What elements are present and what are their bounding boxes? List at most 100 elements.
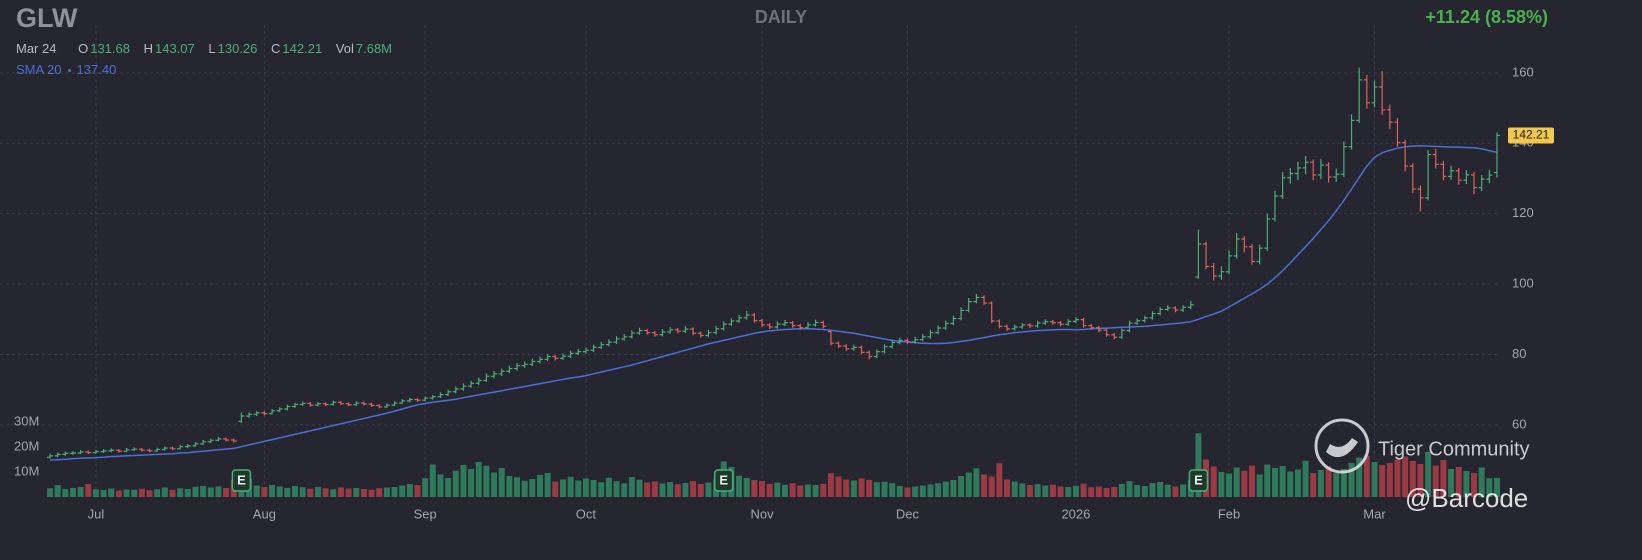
volume-bar xyxy=(47,488,53,497)
ohlc-bar xyxy=(1340,141,1347,178)
volume-bar xyxy=(827,473,834,497)
ohlc-bar xyxy=(1042,319,1049,325)
ohlc-bar xyxy=(1463,170,1470,185)
ohlc-bar xyxy=(154,447,161,452)
volume-bar xyxy=(1310,473,1317,497)
ohlc-bar xyxy=(1279,172,1286,199)
ohlc-bar xyxy=(843,344,850,351)
ohlc-bar xyxy=(337,400,344,406)
ohlc-bar xyxy=(47,453,53,459)
ohlc-bar xyxy=(1004,324,1011,331)
close-value: 142.21 xyxy=(282,41,323,56)
volume-bar xyxy=(69,488,76,497)
volume-bar xyxy=(858,478,865,497)
ohlc-bar xyxy=(613,336,620,344)
volume-bar xyxy=(299,487,306,497)
ohlc-bar xyxy=(115,449,122,453)
ohlc-bar xyxy=(621,334,628,341)
volume-bar xyxy=(1157,482,1164,497)
volume-bar xyxy=(1034,484,1041,497)
ohlc-bar xyxy=(391,401,398,407)
ohlc-bar xyxy=(360,401,367,406)
volume-bar xyxy=(582,478,589,497)
volume-bar xyxy=(1379,465,1386,497)
ohlc-bar xyxy=(1034,320,1041,328)
volume-bar xyxy=(751,480,758,497)
volume-bar xyxy=(1042,485,1049,497)
volume-bar xyxy=(835,476,842,497)
ohlc-bar xyxy=(996,319,1003,329)
ohlc-bar xyxy=(1149,311,1156,320)
volume-bar xyxy=(965,472,972,497)
ohlc-bar xyxy=(1126,320,1133,333)
low-value: 130.26 xyxy=(217,41,258,56)
ohlc-bar xyxy=(1471,172,1478,194)
ohlc-bar xyxy=(1294,161,1301,180)
ohlc-bar xyxy=(981,295,988,306)
ohlc-bar xyxy=(889,340,896,349)
low-key: L xyxy=(208,41,216,56)
ohlc-bar xyxy=(322,402,329,407)
ohlc-bar xyxy=(743,310,750,320)
volume-bar xyxy=(1455,467,1462,497)
volume-bar xyxy=(590,480,597,497)
volume-bar xyxy=(1402,456,1409,497)
volume-bar xyxy=(1271,468,1278,497)
ohlc-bar xyxy=(506,365,513,374)
ohlc-bar xyxy=(1187,300,1194,310)
ohlc-bar xyxy=(965,298,972,313)
watermark-icon xyxy=(1314,418,1370,474)
ohlc-bar xyxy=(85,450,92,455)
volume-bar xyxy=(958,476,965,497)
volume-bar xyxy=(1317,470,1324,497)
volume-bar xyxy=(1348,463,1355,497)
x-tick-label: Jul xyxy=(88,506,105,521)
ohlc-bar xyxy=(100,449,107,454)
volume-bar xyxy=(1463,471,1470,497)
volume-bar xyxy=(223,488,230,497)
ohlc-bar xyxy=(422,396,429,402)
ohlc-bar xyxy=(491,370,498,379)
ohlc-bar xyxy=(514,362,521,371)
ohlc-bar xyxy=(353,401,360,406)
volume-bar xyxy=(1325,466,1332,497)
volume-bar xyxy=(215,486,222,497)
volume-bar xyxy=(988,476,995,497)
ohlc-bar xyxy=(1195,229,1202,279)
ohlc-bar xyxy=(988,301,995,324)
ohlc-bar xyxy=(1348,114,1355,150)
sma-value: 137.40 xyxy=(76,62,117,77)
volume-bar xyxy=(368,489,375,497)
ohlc-bar xyxy=(223,437,230,442)
ohlc-bar xyxy=(69,451,76,455)
volume-bar xyxy=(292,486,298,497)
volume-bar xyxy=(1164,484,1171,497)
volume-bar xyxy=(345,488,352,497)
volume-bar xyxy=(605,477,612,497)
volume-bar xyxy=(1049,484,1056,497)
ohlc-bar xyxy=(827,329,834,346)
ohlc-bar xyxy=(123,448,130,453)
volume-bar xyxy=(1425,452,1432,497)
ohlc-bar xyxy=(108,448,115,453)
ohlc-bar xyxy=(973,293,980,304)
ohlc-bar xyxy=(368,402,375,407)
ohlc-bar xyxy=(1164,305,1171,312)
y-tick-label: 160 xyxy=(1512,64,1534,79)
volume-bar xyxy=(1241,470,1248,497)
ohlc-bar xyxy=(238,412,245,423)
ohlc-bar xyxy=(590,344,597,352)
volume-bar xyxy=(1126,481,1133,497)
volume-bar xyxy=(184,489,191,497)
volume-bar xyxy=(644,482,651,497)
volume-bar xyxy=(1440,460,1447,497)
volume-bar xyxy=(353,488,360,497)
x-tick-label: 2026 xyxy=(1061,506,1090,521)
volume-bar xyxy=(1478,467,1485,497)
volume-bar xyxy=(820,483,827,497)
ohlc-bar xyxy=(1333,168,1340,182)
ohlc-bar xyxy=(276,407,283,413)
volume-bar xyxy=(981,474,988,497)
ohlc-bar xyxy=(184,444,191,448)
ohlc-bar xyxy=(1057,321,1064,327)
